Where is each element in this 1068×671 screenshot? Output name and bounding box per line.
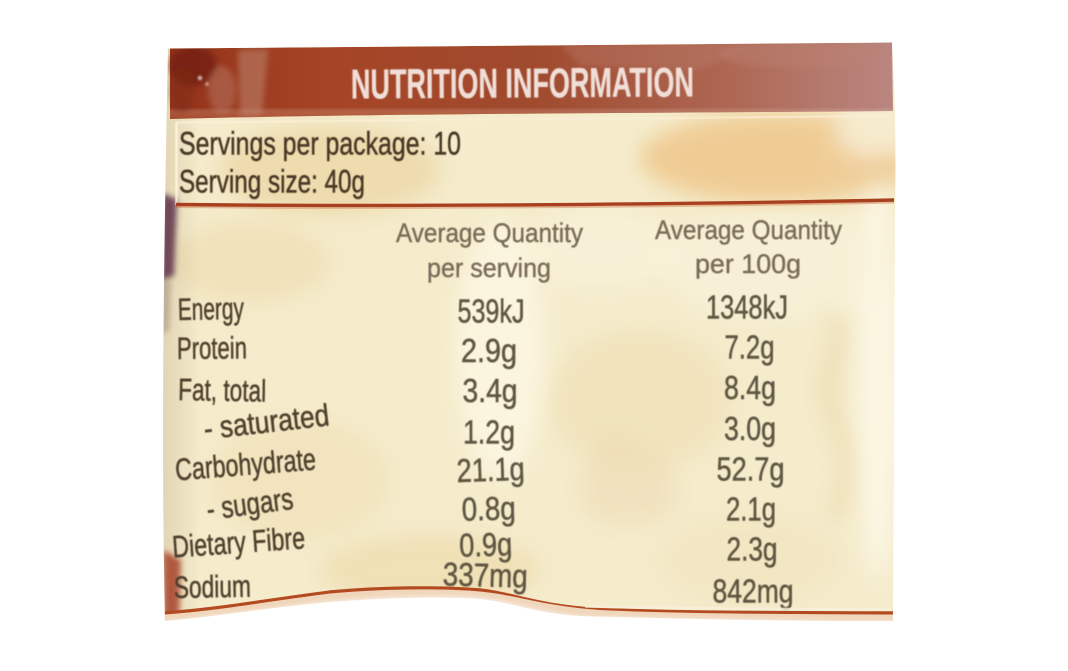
svg-text:Sodium: Sodium [174, 569, 252, 605]
svg-text:337mg: 337mg [442, 555, 528, 594]
svg-text:Fat, total: Fat, total [178, 372, 267, 409]
svg-text:0.9g: 0.9g [459, 525, 513, 563]
svg-text:Protein: Protein [177, 330, 247, 366]
svg-text:539kJ: 539kJ [458, 293, 525, 330]
svg-text:2.3g: 2.3g [727, 531, 778, 568]
svg-text:21.1g: 21.1g [456, 450, 525, 489]
svg-text:0.8g: 0.8g [461, 489, 516, 527]
svg-text:NUTRITION INFORMATION: NUTRITION INFORMATION [351, 58, 694, 107]
svg-text:52.7g: 52.7g [717, 451, 785, 488]
svg-text:per serving: per serving [427, 253, 551, 283]
svg-text:Dietary Fibre: Dietary Fibre [171, 520, 306, 564]
svg-text:3.4g: 3.4g [463, 372, 518, 409]
svg-text:Servings per package: 10: Servings per package: 10 [179, 126, 461, 162]
svg-text:Serving size: 40g: Serving size: 40g [179, 164, 365, 200]
svg-text:Energy: Energy [178, 291, 245, 327]
svg-text:7.2g: 7.2g [725, 329, 775, 366]
svg-text:1348kJ: 1348kJ [706, 289, 788, 326]
svg-text:Average Quantity: Average Quantity [655, 215, 842, 245]
svg-text:per 100g: per 100g [695, 249, 801, 279]
svg-text:2.1g: 2.1g [726, 491, 776, 528]
svg-text:Average Quantity: Average Quantity [396, 218, 583, 248]
svg-text:8.4g: 8.4g [724, 369, 776, 406]
svg-text:3.0g: 3.0g [724, 410, 776, 447]
svg-text:1.2g: 1.2g [463, 414, 515, 451]
svg-text:842mg: 842mg [713, 573, 794, 610]
svg-text:2.9g: 2.9g [461, 332, 517, 369]
